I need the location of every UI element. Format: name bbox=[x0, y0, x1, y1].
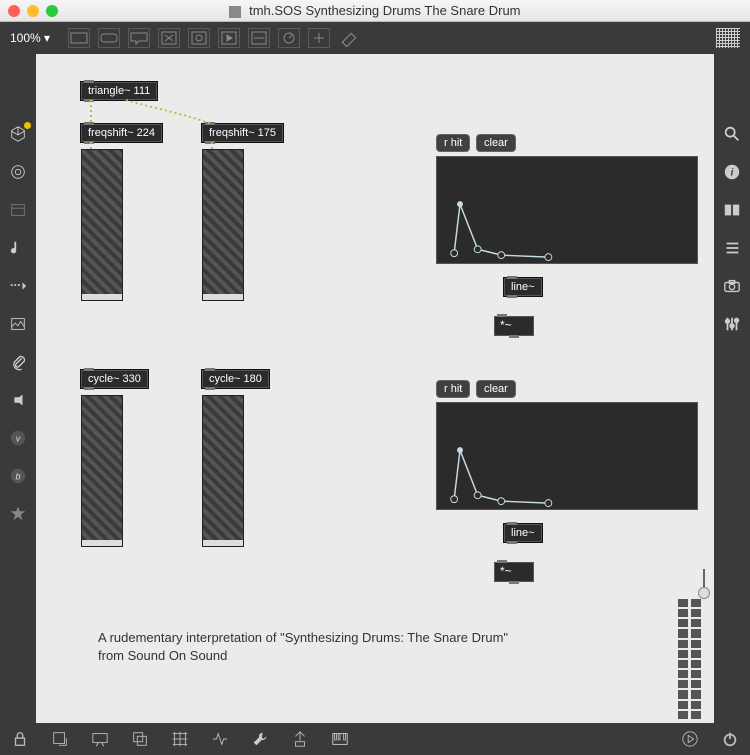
package-icon[interactable] bbox=[8, 124, 28, 144]
object-line-2[interactable]: line~ bbox=[504, 524, 542, 542]
message-box-icon[interactable] bbox=[98, 28, 120, 48]
left-toolbar: v b bbox=[0, 54, 36, 723]
svg-text:v: v bbox=[16, 434, 21, 444]
top-toolbar: 100% ▾ bbox=[0, 22, 750, 54]
slider-icon[interactable] bbox=[248, 28, 270, 48]
function-scope-1[interactable] bbox=[436, 156, 698, 264]
window-title: tmh.SOS Synthesizing Drums The Snare Dru… bbox=[0, 3, 750, 18]
message-clear-1[interactable]: clear bbox=[476, 134, 516, 152]
lock-icon[interactable] bbox=[10, 729, 30, 749]
calendar-icon[interactable] bbox=[8, 200, 28, 220]
object-cycle-1[interactable]: cycle~ 330 bbox=[81, 370, 148, 388]
slider-3[interactable] bbox=[81, 395, 123, 547]
right-toolbar: i bbox=[714, 54, 750, 723]
slider-2[interactable] bbox=[202, 149, 244, 301]
object-line-1[interactable]: line~ bbox=[504, 278, 542, 296]
sequencer-icon[interactable] bbox=[8, 276, 28, 296]
b-icon[interactable]: b bbox=[8, 466, 28, 486]
activity-icon[interactable] bbox=[210, 729, 230, 749]
object-box-icon[interactable] bbox=[68, 28, 90, 48]
list-icon[interactable] bbox=[722, 238, 742, 258]
window-titlebar: tmh.SOS Synthesizing Drums The Snare Dru… bbox=[0, 0, 750, 22]
doc-icon bbox=[229, 6, 241, 18]
object-mult-2[interactable]: *~ bbox=[494, 562, 534, 582]
object-mult-1[interactable]: *~ bbox=[494, 316, 534, 336]
object-freqshift-2[interactable]: freqshift~ 175 bbox=[202, 124, 283, 142]
function-scope-2[interactable] bbox=[436, 402, 698, 510]
slider-4[interactable] bbox=[202, 395, 244, 547]
power-icon[interactable] bbox=[720, 729, 740, 749]
dial-icon[interactable] bbox=[278, 28, 300, 48]
comment-icon[interactable] bbox=[128, 28, 150, 48]
camera-icon[interactable] bbox=[722, 276, 742, 296]
sidebar-icon[interactable] bbox=[722, 200, 742, 220]
patcher-canvas[interactable]: triangle~ 111 freqshift~ 224 freqshift~ … bbox=[36, 54, 714, 723]
slider-1[interactable] bbox=[81, 149, 123, 301]
sliders-icon[interactable] bbox=[722, 314, 742, 334]
presentation-icon[interactable] bbox=[90, 729, 110, 749]
comment-description: A rudementary interpretation of "Synthes… bbox=[98, 629, 518, 664]
star-icon[interactable] bbox=[8, 504, 28, 524]
level-meter bbox=[678, 599, 708, 719]
bottom-toolbar bbox=[0, 723, 750, 755]
image-icon[interactable] bbox=[8, 314, 28, 334]
v-icon[interactable]: v bbox=[8, 428, 28, 448]
matrix-icon[interactable] bbox=[716, 28, 740, 48]
note-icon[interactable] bbox=[8, 238, 28, 258]
add-icon[interactable] bbox=[308, 28, 330, 48]
grid-snap-icon[interactable] bbox=[170, 729, 190, 749]
object-freqshift-1[interactable]: freqshift~ 224 bbox=[81, 124, 162, 142]
attach-icon[interactable] bbox=[8, 352, 28, 372]
plug-icon[interactable] bbox=[8, 390, 28, 410]
message-clear-2[interactable]: clear bbox=[476, 380, 516, 398]
piano-icon[interactable] bbox=[330, 729, 350, 749]
message-r-hit-2[interactable]: r hit bbox=[436, 380, 470, 398]
bang-icon[interactable] bbox=[158, 28, 180, 48]
paint-icon[interactable] bbox=[338, 28, 360, 48]
window-title-text: tmh.SOS Synthesizing Drums The Snare Dru… bbox=[249, 3, 520, 18]
link-icon[interactable] bbox=[290, 729, 310, 749]
svg-text:b: b bbox=[15, 472, 20, 482]
volume-knob[interactable] bbox=[698, 587, 710, 599]
wrench-icon[interactable] bbox=[250, 729, 270, 749]
message-r-hit-1[interactable]: r hit bbox=[436, 134, 470, 152]
target-icon[interactable] bbox=[8, 162, 28, 182]
svg-text:i: i bbox=[731, 168, 734, 179]
play-icon[interactable] bbox=[680, 729, 700, 749]
new-view-icon[interactable] bbox=[50, 729, 70, 749]
info-icon[interactable]: i bbox=[722, 162, 742, 182]
search-icon[interactable] bbox=[722, 124, 742, 144]
object-cycle-2[interactable]: cycle~ 180 bbox=[202, 370, 269, 388]
object-triangle[interactable]: triangle~ 111 bbox=[81, 82, 157, 100]
number-icon[interactable] bbox=[218, 28, 240, 48]
layers-icon[interactable] bbox=[130, 729, 150, 749]
toggle-icon[interactable] bbox=[188, 28, 210, 48]
zoom-level[interactable]: 100% ▾ bbox=[10, 31, 50, 45]
